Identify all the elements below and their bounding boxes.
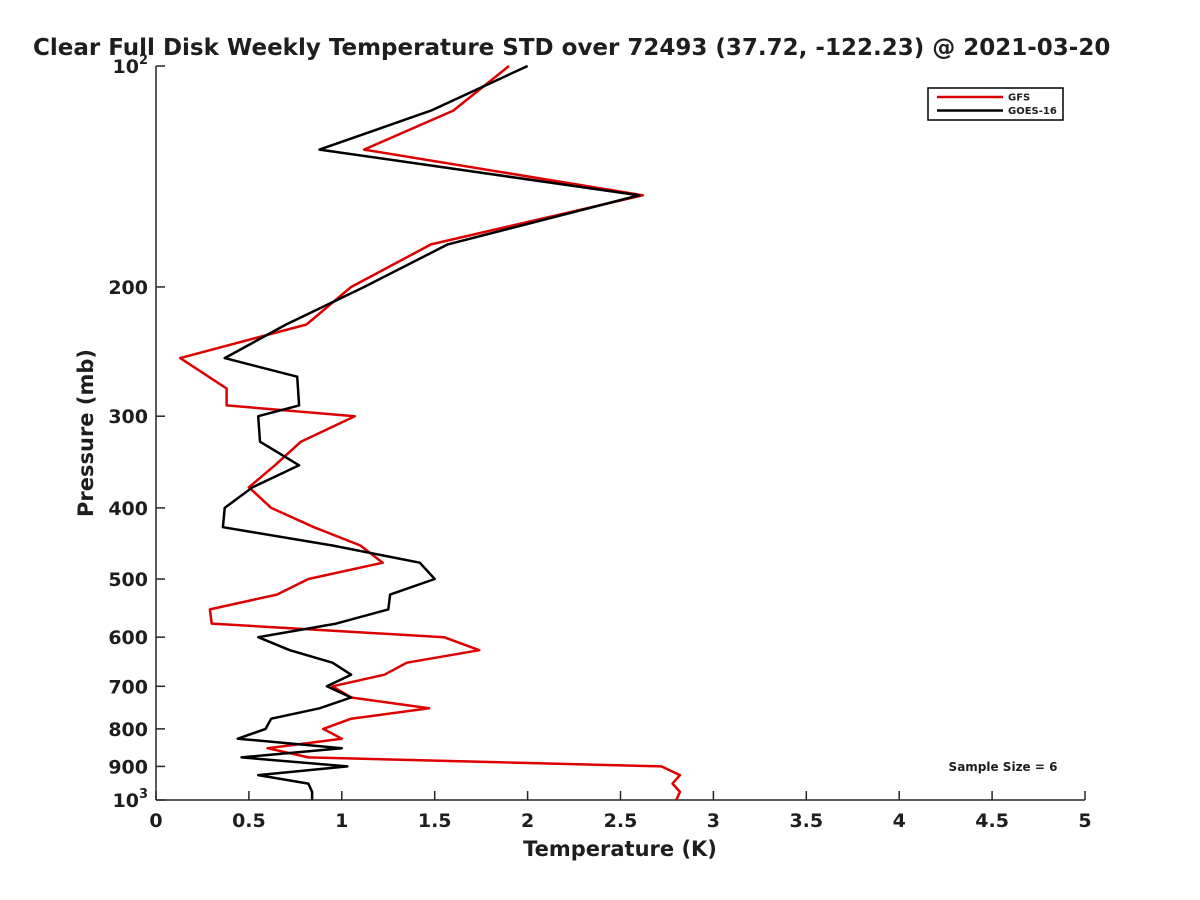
y-axis-label: Pressure (mb)	[74, 349, 98, 517]
chart-title: Clear Full Disk Weekly Temperature STD o…	[33, 35, 1110, 61]
y-tick-base: 10	[113, 56, 139, 78]
x-axis-ticks: 0 0.5 1 1.5 2 2.5 3 3.5 4 4.5 5	[149, 791, 1092, 832]
x-axis-label: Temperature (K)	[523, 837, 717, 861]
y-tick-label: 103	[113, 787, 149, 812]
series-line-goes-16	[221, 64, 641, 800]
y-tick-label: 600	[108, 627, 148, 649]
y-tick-label: 800	[108, 719, 148, 741]
x-tick-label: 2	[521, 810, 534, 832]
x-tick-label: 4	[893, 810, 906, 832]
y-tick-label: 400	[108, 498, 148, 520]
y-tick-base: 10	[113, 790, 139, 812]
series-lines	[178, 64, 682, 801]
x-tick-label: 0.5	[232, 810, 266, 832]
y-tick-exponent: 2	[139, 53, 148, 68]
legend-box	[927, 87, 1064, 121]
y-tick-label: 102	[113, 53, 149, 78]
x-tick-label: 1	[335, 810, 348, 832]
x-tick-label: 3	[707, 810, 720, 832]
legend-entry: GFS	[1008, 93, 1030, 104]
y-tick-label: 900	[108, 756, 148, 778]
x-tick-label: 3.5	[789, 810, 823, 832]
x-tick-label: 4.5	[975, 810, 1009, 832]
y-tick-label: 300	[108, 406, 148, 428]
y-tick-label: 200	[108, 277, 148, 299]
x-tick-label: 2.5	[604, 810, 638, 832]
x-tick-label: 1.5	[418, 810, 452, 832]
axes	[155, 66, 1085, 801]
legend-entry: GOES-16	[1008, 106, 1057, 117]
legend: GFS GOES-16	[927, 87, 1064, 121]
y-tick-exponent: 3	[139, 787, 148, 802]
y-tick-label: 500	[108, 569, 148, 591]
x-tick-label: 5	[1078, 810, 1091, 832]
sample-size-annotation: Sample Size = 6	[949, 760, 1058, 774]
y-tick-label: 700	[108, 676, 148, 698]
x-tick-label: 0	[149, 810, 162, 832]
series-line-gfs	[178, 65, 682, 801]
